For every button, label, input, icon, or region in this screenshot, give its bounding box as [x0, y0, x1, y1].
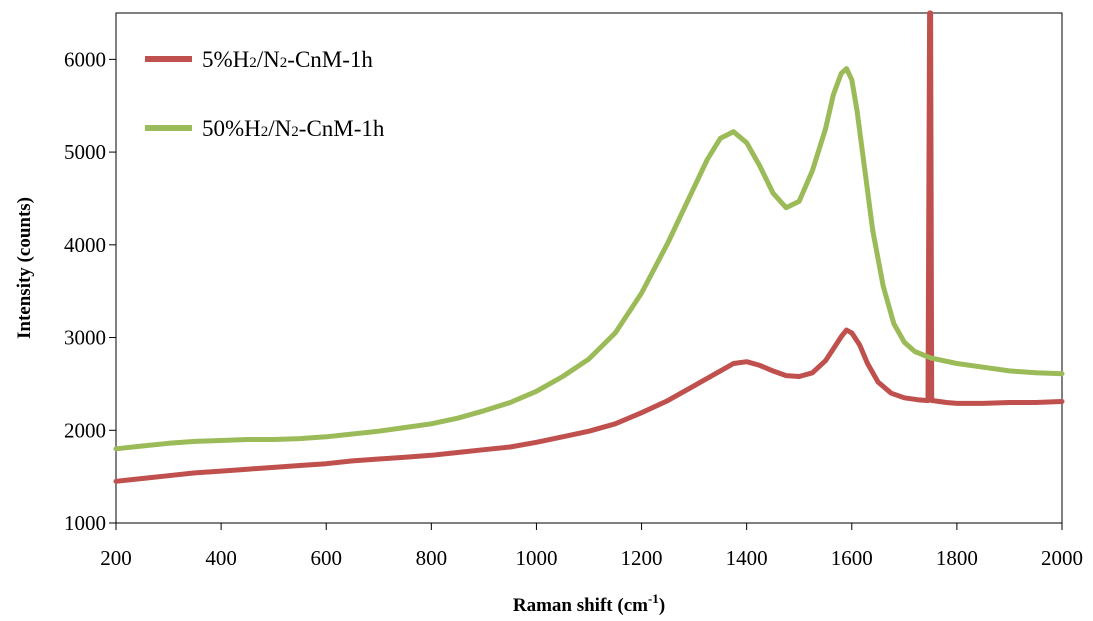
x-tick-label: 600 — [310, 546, 342, 570]
y-tick-label: 3000 — [64, 326, 106, 350]
x-axis: 200 400 600 800 1000 1200 1400 1600 1800 2000 — [100, 523, 1083, 570]
legend-label-part: -CnM-1h — [299, 116, 385, 141]
series-line-1 — [113, 10, 1065, 484]
y-tick-label: 6000 — [64, 47, 106, 71]
legend-label-part: /N — [257, 47, 280, 72]
plot-area-frame — [115, 12, 1063, 524]
x-tick-label: 200 — [100, 546, 132, 570]
x-axis-title-superscript: -1 — [648, 591, 659, 606]
series-layer — [113, 10, 1065, 484]
y-tick-label: 2000 — [64, 418, 106, 442]
legend-label-part: 2 — [291, 124, 299, 140]
x-tick-label: 1200 — [621, 546, 663, 570]
legend-label-part: -CnM-1h — [287, 47, 373, 72]
x-tick-label: 400 — [205, 546, 237, 570]
legend-label-2: 50%H2/N2-CnM-1h — [202, 116, 385, 141]
legend-label-part: 50%H — [202, 116, 261, 141]
legend-label-part: /N — [268, 116, 291, 141]
x-tick-label: 2000 — [1041, 546, 1083, 570]
y-axis: 1000 2000 3000 4000 5000 6000 — [64, 47, 116, 535]
x-axis-title-main: Raman shift (cm — [513, 595, 648, 616]
y-tick-label: 4000 — [64, 233, 106, 257]
x-tick-label: 1600 — [831, 546, 873, 570]
x-tick-label: 1800 — [936, 546, 978, 570]
series-line-2 — [113, 66, 1065, 452]
x-tick-label: 1000 — [515, 546, 557, 570]
legend-label-part: 2 — [249, 55, 257, 71]
legend-label-part: 2 — [261, 124, 269, 140]
x-tick-label: 1400 — [726, 546, 768, 570]
y-tick-label: 5000 — [64, 140, 106, 164]
x-axis-title-suffix: ) — [659, 595, 665, 616]
x-axis-title: Raman shift (cm-1) — [513, 591, 665, 616]
legend-label-1: 5%H2/N2-CnM-1h — [202, 47, 373, 72]
x-tick-label: 800 — [416, 546, 448, 570]
legend-label-part: 2 — [280, 55, 288, 71]
y-tick-label: 1000 — [64, 511, 106, 535]
legend-label-part: 5%H — [202, 47, 249, 72]
y-axis-title: Intensity (counts) — [14, 197, 35, 339]
